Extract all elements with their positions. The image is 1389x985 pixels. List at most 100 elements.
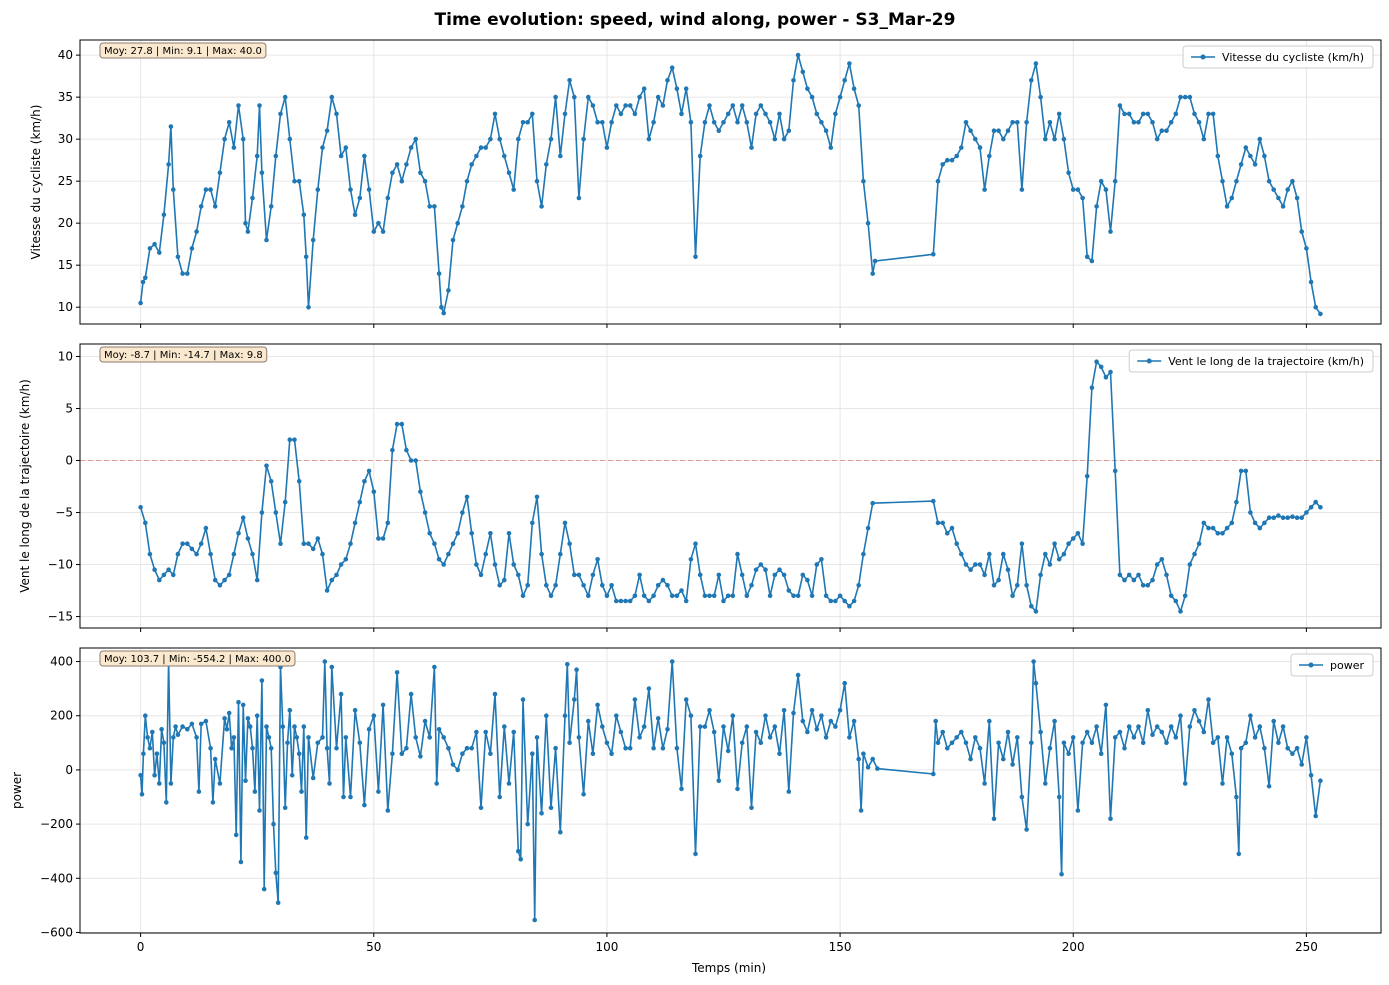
data-point [1262, 520, 1267, 526]
data-point [800, 69, 806, 75]
data-point [1220, 531, 1225, 536]
data-point [609, 751, 614, 756]
data-point [996, 740, 1001, 746]
data-point [439, 304, 444, 310]
data-point [1089, 740, 1095, 746]
data-point [847, 735, 852, 740]
data-point [212, 204, 218, 209]
data-point [1019, 187, 1025, 192]
data-point [739, 740, 745, 746]
data-point [1098, 364, 1104, 370]
data-point [1066, 541, 1071, 546]
data-point [1070, 187, 1076, 192]
data-point [688, 713, 694, 718]
data-point [767, 120, 773, 125]
data-point [1005, 567, 1011, 572]
series-markers-wind [138, 359, 1323, 614]
data-point [753, 729, 759, 735]
data-point [1075, 187, 1081, 192]
data-point [502, 577, 507, 583]
data-point [268, 479, 274, 484]
data-point [931, 498, 936, 504]
data-point [623, 103, 628, 108]
data-point [175, 254, 181, 260]
data-point [931, 771, 936, 777]
axes-frame [79, 647, 1382, 934]
data-point [758, 562, 764, 567]
data-point [767, 593, 773, 599]
data-point [1276, 513, 1281, 518]
data-point [259, 510, 265, 515]
data-point [800, 572, 806, 578]
data-point [492, 691, 498, 697]
y-tick-label: 40 [58, 48, 73, 62]
data-point [1070, 735, 1076, 740]
data-point [977, 562, 983, 567]
data-point [362, 479, 367, 484]
data-point [1098, 178, 1104, 184]
data-point [739, 103, 745, 108]
data-point [404, 745, 409, 751]
data-point [865, 764, 871, 770]
data-point [856, 583, 861, 588]
data-point [1117, 572, 1123, 578]
data-point [1131, 577, 1137, 583]
y-tick-label: 10 [58, 300, 73, 314]
data-point [422, 510, 428, 515]
data-point [404, 162, 409, 167]
data-point [352, 212, 358, 218]
series-line-power [139, 660, 1322, 921]
data-point [334, 572, 339, 578]
data-point [497, 794, 503, 800]
data-point [1210, 525, 1216, 531]
data-point [278, 541, 283, 546]
data-point [795, 593, 801, 599]
data-point [1187, 94, 1193, 100]
data-point [157, 781, 162, 786]
data-point [949, 525, 955, 531]
data-point [604, 740, 610, 746]
y-axis-label: power [10, 772, 24, 809]
data-point [954, 735, 959, 740]
data-point [558, 551, 563, 557]
data-point [1056, 111, 1062, 117]
data-point [483, 145, 489, 150]
data-point [229, 745, 234, 751]
data-point [558, 153, 563, 159]
data-point [795, 672, 801, 678]
data-point [497, 136, 503, 142]
stats-box: Moy: 103.7 | Min: -554.2 | Max: 400.0 [99, 650, 296, 667]
data-point [175, 551, 181, 557]
data-point [861, 178, 866, 184]
data-point [161, 572, 167, 578]
data-point [693, 851, 698, 857]
data-point [858, 808, 864, 813]
data-point [212, 756, 218, 762]
stats-box-background [99, 346, 268, 363]
data-point [1084, 254, 1090, 260]
data-point [343, 735, 349, 740]
data-point [697, 724, 703, 729]
data-point [226, 120, 232, 125]
data-point [434, 781, 440, 786]
data-point [139, 792, 145, 797]
data-point [1168, 724, 1174, 729]
data-point [567, 541, 572, 546]
data-point [996, 577, 1001, 583]
y-tick-label: 30 [58, 132, 73, 146]
data-point [1257, 136, 1263, 142]
data-point [208, 187, 213, 192]
data-point [1052, 136, 1057, 142]
data-point [497, 583, 503, 588]
data-point [1150, 577, 1155, 583]
data-point [390, 751, 395, 756]
data-point [618, 598, 624, 604]
data-point [1285, 515, 1290, 520]
data-point [702, 593, 708, 599]
data-point [194, 551, 199, 557]
data-point [744, 120, 750, 125]
series-line-wind [139, 360, 1321, 613]
data-point [168, 124, 174, 129]
data-point [641, 86, 647, 91]
